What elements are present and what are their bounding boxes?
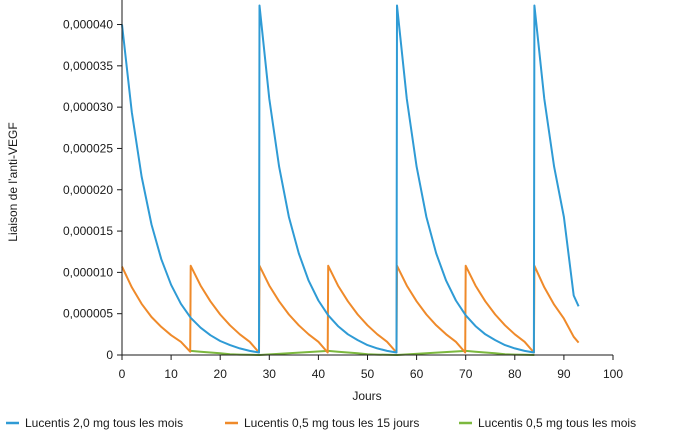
- x-tick-label: 20: [214, 367, 228, 381]
- series-line-1: [121, 264, 580, 354]
- y-ticks: 0 0,000005 0,000010 0,000015 0,000020 0,00002…: [63, 18, 122, 362]
- y-tick-label: 0,000025: [63, 141, 113, 155]
- x-tick-label: 70: [459, 367, 473, 381]
- x-tick-label: 0: [119, 367, 126, 381]
- x-tick-label: 40: [312, 367, 326, 381]
- x-tick-label: 60: [410, 367, 424, 381]
- x-tick-label: 90: [557, 367, 571, 381]
- legend: Lucentis 2,0 mg tous les mois Lucentis 0,…: [6, 416, 636, 430]
- y-tick-label: 0,000035: [63, 59, 113, 73]
- x-tick-label: 50: [361, 367, 375, 381]
- x-tick-label: 30: [263, 367, 277, 381]
- x-axis-title: Jours: [352, 389, 381, 403]
- legend-label: Lucentis 0,5 mg tous les mois: [478, 416, 636, 430]
- y-tick-label: 0,000010: [63, 265, 113, 279]
- x-tick-label: 100: [603, 367, 623, 381]
- y-axis-title: Liaison de l’anti-VEGF: [6, 122, 20, 241]
- x-ticks: 0 10 20 30 40 50 60 70 80 90 100: [119, 355, 623, 381]
- y-tick-label: 0,000005: [63, 307, 113, 321]
- legend-label: Lucentis 2,0 mg tous les mois: [25, 416, 183, 430]
- y-tick-label: 0,000030: [63, 100, 113, 114]
- x-tick-label: 80: [508, 367, 522, 381]
- series-line-2: [190, 349, 535, 356]
- y-tick-label: 0,000020: [63, 183, 113, 197]
- y-tick-label: 0,000015: [63, 224, 113, 238]
- x-tick-label: 10: [164, 367, 178, 381]
- plot-series: [121, 4, 580, 356]
- y-tick-label: 0,000040: [63, 18, 113, 32]
- y-tick-label: 0: [106, 348, 113, 362]
- legend-label: Lucentis 0,5 mg tous les 15 jours: [244, 416, 419, 430]
- series-line-0: [121, 4, 580, 354]
